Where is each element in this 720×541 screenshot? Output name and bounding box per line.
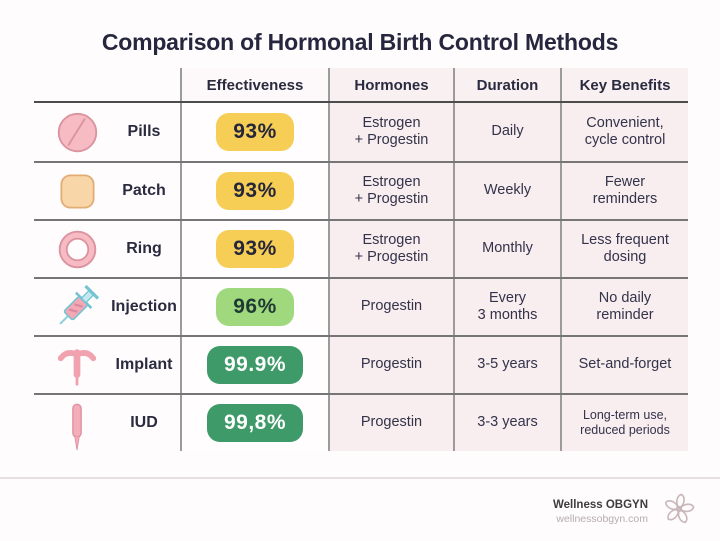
effectiveness-badge: 93% xyxy=(216,229,294,269)
effectiveness-badge: 96% xyxy=(216,287,294,327)
method-label: Implant xyxy=(115,355,173,373)
hormones-cell: Estrogen + Progestin xyxy=(328,103,453,161)
effectiveness-cell: 99.9% xyxy=(180,337,328,393)
method-label: Patch xyxy=(122,181,166,199)
website-url: wellnessobgyn.com xyxy=(556,512,648,525)
page-title: Comparison of Hormonal Birth Control Met… xyxy=(101,29,619,55)
method-cell-ring: Ring xyxy=(34,221,180,277)
table-row: Implant 99.9% Progestin 3-5 years Set-an… xyxy=(34,335,688,393)
hormones-cell: Progestin xyxy=(328,279,453,335)
hormones-cell: Estrogen + Progestin xyxy=(328,163,453,219)
method-label: Pills xyxy=(127,122,161,140)
effectiveness-cell: 93% xyxy=(180,163,328,219)
header-effectiveness: Effectiveness xyxy=(180,68,328,101)
effectiveness-cell: 96% xyxy=(180,279,328,335)
effectiveness-badge: 93% xyxy=(216,171,294,211)
effectiveness-badge: 99.9% xyxy=(206,345,304,385)
table-row: Injection 96% Progestin Every 3 months N… xyxy=(34,277,688,335)
benefits-cell: Less frequent dosing xyxy=(560,221,688,277)
table-row: Patch 93% Estrogen + Progestin Weekly Fe… xyxy=(34,161,688,219)
hormones-cell: Progestin xyxy=(328,337,453,393)
method-label: IUD xyxy=(130,413,158,431)
flower-icon xyxy=(660,490,698,533)
comparison-table: Effectiveness Hormones Duration Key Bene… xyxy=(34,68,688,451)
duration-cell: 3-3 years xyxy=(453,395,560,451)
method-label: Injection xyxy=(111,297,177,315)
duration-cell: Every 3 months xyxy=(453,279,560,335)
ring-icon xyxy=(46,227,108,272)
table-header-row: Effectiveness Hormones Duration Key Bene… xyxy=(34,68,688,103)
hormones-cell: Progestin xyxy=(328,395,453,451)
duration-cell: 3-5 years xyxy=(453,337,560,393)
table-row: IUD 99,8% Progestin 3-3 years Long-term … xyxy=(34,393,688,451)
patch-icon xyxy=(46,170,108,213)
header-hormones: Hormones xyxy=(328,68,453,101)
footer: Wellness OBGYN wellnessobgyn.com xyxy=(553,490,698,533)
duration-cell: Monthly xyxy=(453,221,560,277)
method-cell-injection: Injection xyxy=(34,279,180,335)
table-row: Pills 93% Estrogen + Progestin Daily Con… xyxy=(34,103,688,161)
implant-icon xyxy=(46,340,108,390)
pill-icon xyxy=(46,110,108,155)
method-cell-implant: Implant xyxy=(34,337,180,393)
hormones-cell: Estrogen + Progestin xyxy=(328,221,453,277)
method-cell-pills: Pills xyxy=(34,103,180,161)
iud-icon xyxy=(46,401,108,457)
method-label: Ring xyxy=(126,239,162,257)
benefits-cell: No daily reminder xyxy=(560,279,688,335)
benefits-cell: Convenient, cycle control xyxy=(560,103,688,161)
effectiveness-badge: 99,8% xyxy=(206,403,304,443)
header-key-benefits: Key Benefits xyxy=(560,68,688,101)
method-cell-patch: Patch xyxy=(34,163,180,219)
benefits-cell: Long-term use, reduced periods xyxy=(560,395,688,451)
duration-cell: Weekly xyxy=(453,163,560,219)
brand-name: Wellness OBGYN xyxy=(552,498,648,511)
method-cell-iud: IUD xyxy=(34,395,180,451)
effectiveness-cell: 93% xyxy=(180,221,328,277)
footer-divider xyxy=(0,477,720,479)
header-method xyxy=(34,68,180,101)
table-row: Ring 93% Estrogen + Progestin Monthly Le… xyxy=(34,219,688,277)
effectiveness-badge: 93% xyxy=(216,112,294,152)
effectiveness-cell: 93% xyxy=(180,103,328,161)
effectiveness-cell: 99,8% xyxy=(180,395,328,451)
benefits-cell: Set-and-forget xyxy=(560,337,688,393)
benefits-cell: Fewer reminders xyxy=(560,163,688,219)
header-duration: Duration xyxy=(453,68,560,101)
syringe-icon xyxy=(46,282,108,332)
duration-cell: Daily xyxy=(453,103,560,161)
